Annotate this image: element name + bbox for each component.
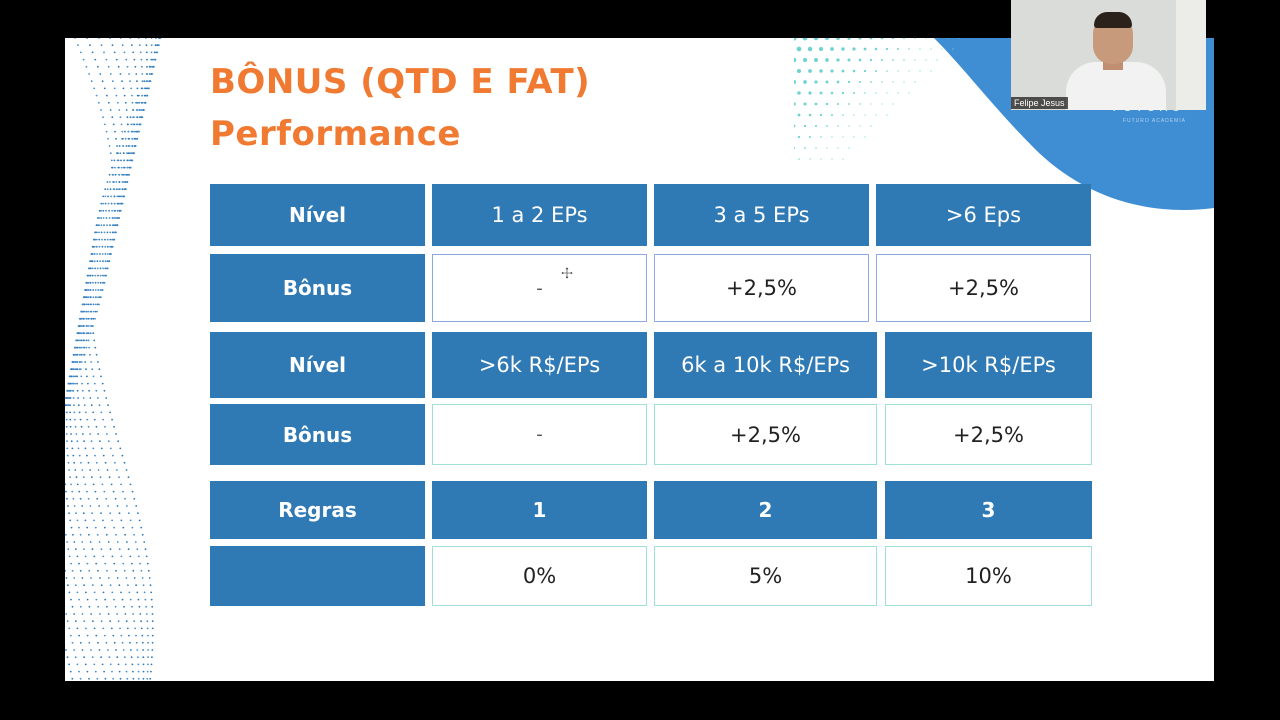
table-cell-header: >6k R$/EPs [432, 332, 647, 398]
table-cell-value: 0% [432, 546, 647, 606]
table-cell-header: 1 a 2 EPs [432, 184, 647, 246]
table-cell-header: 1 [432, 481, 647, 539]
table-cell-header: >10k R$/EPs [885, 332, 1092, 398]
table-cell-label [210, 546, 425, 606]
table-cell-label: Nível [210, 184, 425, 246]
table-cell-label: Nível [210, 332, 425, 398]
table-cell-value: +2,5% [885, 404, 1092, 465]
table-cell-value: +2,5% [654, 254, 869, 322]
presentation-slide: FUTURO FUTURO ACADEMIA BÔNUS (QTD E FAT)… [65, 38, 1214, 681]
table-cell-header: 3 [885, 481, 1092, 539]
table-cell-value: 10% [885, 546, 1092, 606]
participant-hair [1094, 12, 1132, 28]
table-cell-value: 5% [654, 546, 877, 606]
table-cell-header: 2 [654, 481, 877, 539]
wave-dots-decoration [65, 38, 162, 680]
table-cell-value: - [432, 404, 647, 465]
table-cell-label: Bônus [210, 404, 425, 465]
move-cursor-icon [561, 267, 573, 279]
video-background-wall [1176, 0, 1206, 110]
table-cell-value: +2,5% [876, 254, 1091, 322]
participant-shirt [1066, 62, 1166, 110]
table-cell-header: >6 Eps [876, 184, 1091, 246]
table-cell-header: 3 a 5 EPs [654, 184, 869, 246]
table-cell-label: Bônus [210, 254, 425, 322]
participant-video[interactable]: Felipe Jesus [1011, 0, 1206, 110]
participant-name-label: Felipe Jesus [1011, 97, 1068, 109]
slide-title-line2: Performance [210, 114, 461, 154]
brand-subtitle: FUTURO ACADEMIA [1122, 118, 1186, 124]
table-cell-header: 6k a 10k R$/EPs [654, 332, 877, 398]
table-cell-value: - [432, 254, 647, 322]
slide-title-line1: BÔNUS (QTD E FAT) [210, 62, 591, 102]
table-cell-label: Regras [210, 481, 425, 539]
slide-title: BÔNUS (QTD E FAT) Performance [210, 56, 590, 160]
table-cell-value: +2,5% [654, 404, 877, 465]
